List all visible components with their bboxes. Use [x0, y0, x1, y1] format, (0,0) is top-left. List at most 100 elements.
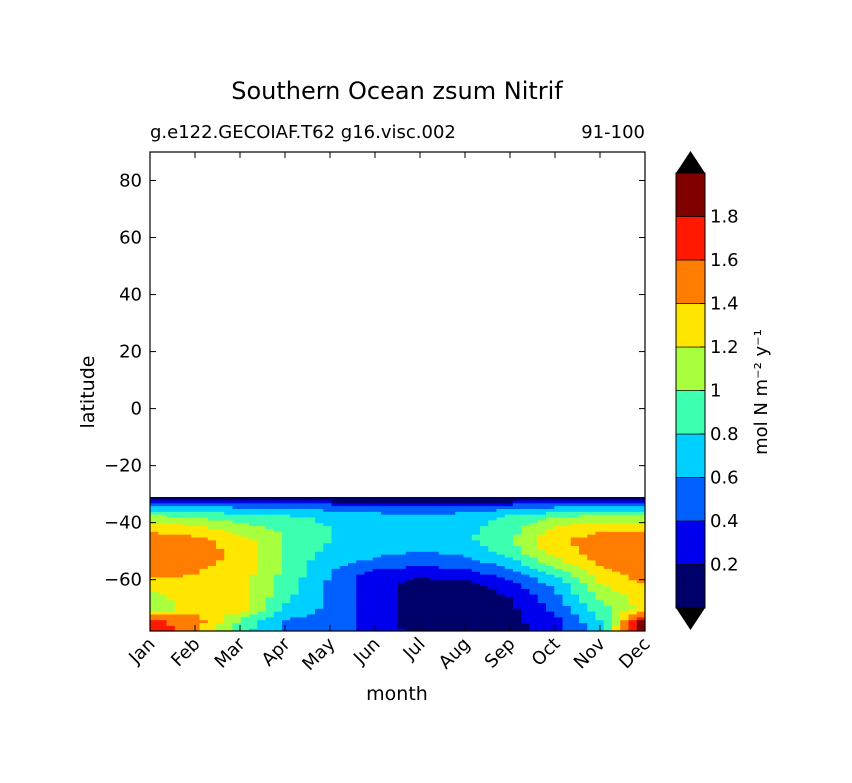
heatmap-cell — [199, 611, 209, 615]
heatmap-cell — [356, 571, 366, 575]
x-tick-label: Nov — [570, 633, 610, 673]
heatmap-cell — [389, 499, 399, 504]
heatmap-cell — [232, 613, 242, 618]
heatmap-cell — [455, 628, 465, 631]
heatmap-cell — [166, 505, 176, 509]
heatmap-cell — [282, 514, 291, 518]
heatmap-cell — [216, 571, 225, 575]
heatmap-cell — [249, 599, 258, 604]
heatmap-cell — [628, 554, 638, 558]
heatmap-cell — [306, 499, 316, 504]
heatmap-cell — [356, 539, 366, 544]
heatmap-cell — [579, 522, 588, 527]
heatmap-cell — [480, 625, 489, 629]
heatmap-cell — [620, 525, 630, 529]
heatmap-cell — [447, 591, 456, 595]
heatmap-cell — [364, 605, 374, 609]
heatmap-cell — [282, 608, 291, 612]
heatmap-cell — [612, 522, 621, 527]
heatmap-cell — [348, 565, 357, 569]
heatmap-cell — [183, 613, 192, 618]
heatmap-cell — [447, 573, 456, 578]
heatmap-cell — [249, 628, 258, 631]
heatmap-cell — [356, 613, 366, 618]
heatmap-cell — [356, 548, 366, 552]
heatmap-cell — [265, 519, 275, 524]
heatmap-cell — [438, 554, 448, 558]
heatmap-cell — [273, 602, 283, 606]
heatmap-cell — [480, 508, 489, 512]
heatmap-cell — [587, 588, 597, 592]
heatmap-cell — [513, 568, 522, 572]
heatmap-cell — [290, 585, 300, 589]
heatmap-cell — [273, 508, 283, 512]
heatmap-cell — [579, 625, 588, 629]
heatmap-cell — [298, 551, 308, 555]
heatmap-cell — [447, 511, 456, 515]
heatmap-cell — [240, 568, 250, 572]
heatmap-cell — [207, 522, 217, 527]
heatmap-cell — [529, 534, 539, 538]
heatmap-cell — [438, 571, 448, 575]
heatmap-cell — [183, 599, 192, 604]
heatmap-cell — [356, 625, 366, 629]
heatmap-cell — [504, 548, 514, 552]
heatmap-cell — [636, 596, 645, 601]
heatmap-cell — [430, 625, 440, 629]
heatmap-cell — [290, 562, 300, 567]
heatmap-cell — [199, 499, 209, 504]
heatmap-cell — [521, 596, 531, 601]
heatmap-cell — [150, 608, 159, 612]
heatmap-cell — [158, 628, 168, 631]
heatmap-cell — [587, 608, 597, 612]
y-tick-label: 0 — [131, 399, 142, 420]
heatmap-cell — [364, 576, 374, 581]
colorbar: 0.20.40.60.811.21.41.61.8 — [675, 151, 739, 630]
chart-title: Southern Ocean zsum Nitrif — [231, 77, 563, 105]
heatmap-cell — [537, 593, 547, 598]
heatmap-cell — [405, 611, 415, 615]
heatmap-cell — [183, 593, 192, 598]
heatmap-cell — [158, 605, 168, 609]
heatmap-cell — [570, 559, 580, 564]
heatmap-cell — [455, 562, 465, 567]
heatmap-cell — [612, 514, 621, 518]
heatmap-cell — [521, 525, 531, 529]
heatmap-cell — [612, 534, 621, 538]
heatmap-cell — [364, 548, 374, 552]
heatmap-cell — [389, 548, 399, 552]
heatmap-cell — [504, 605, 514, 609]
heatmap-cell — [612, 602, 621, 606]
heatmap-cell — [389, 593, 399, 598]
heatmap-cell — [529, 525, 539, 529]
heatmap-cell — [207, 508, 217, 512]
heatmap-cell — [447, 499, 456, 504]
heatmap-cell — [537, 534, 547, 538]
heatmap-cell — [150, 562, 159, 567]
heatmap-cell — [265, 534, 275, 538]
heatmap-cell — [595, 616, 605, 621]
heatmap-cell — [397, 539, 407, 544]
heatmap-cell — [504, 496, 514, 501]
heatmap-cell — [191, 585, 201, 589]
heatmap-cell — [339, 588, 349, 592]
heatmap-cell — [537, 602, 547, 606]
heatmap-cell — [513, 599, 522, 604]
heatmap-cell — [496, 568, 506, 572]
heatmap-cell — [224, 499, 234, 504]
heatmap-cell — [595, 554, 605, 558]
heatmap-cell — [513, 559, 522, 564]
heatmap-cell — [504, 573, 514, 578]
heatmap-cell — [504, 613, 514, 618]
heatmap-cell — [166, 536, 176, 541]
heatmap-cell — [554, 573, 564, 578]
heatmap-cell — [438, 593, 448, 598]
heatmap-cell — [240, 539, 250, 544]
heatmap-cell — [537, 502, 547, 507]
heatmap-cell — [570, 505, 580, 509]
heatmap-cell — [257, 605, 267, 609]
heatmap-cell — [537, 528, 547, 532]
heatmap-cell — [455, 616, 465, 621]
heatmap-cell — [496, 499, 506, 504]
heatmap-cell — [488, 625, 498, 629]
